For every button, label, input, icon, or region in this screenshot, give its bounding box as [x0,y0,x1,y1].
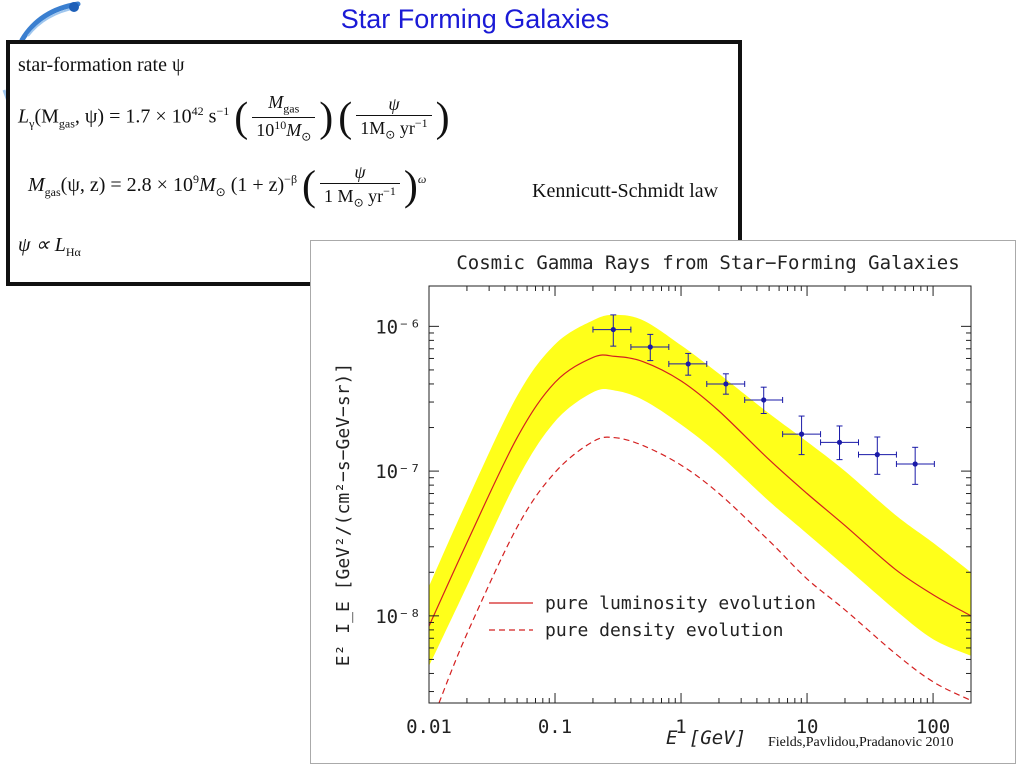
x-axis-label: E [GeV] [666,727,746,749]
sfr-label: star-formation rate ψ [18,54,185,76]
gas-rhs2: M [198,173,216,196]
frac3-den-exp: −1 [383,184,396,198]
gas-lhs: M [28,173,45,196]
data-point [630,333,670,362]
data-marker [761,397,767,403]
data-point [592,314,632,347]
data-point [820,425,859,461]
data-marker [723,381,729,387]
paren-close: ) [403,163,418,210]
paren-close: ) [435,95,450,142]
legend-entry: pure density evolution [489,620,783,641]
frac2-den-sub: ⊙ [385,127,396,142]
series-line-density [438,436,971,703]
paren-open: ( [234,95,249,142]
lum-args: (M [34,105,59,128]
x-tick-label: 1 [675,716,686,738]
y-tick-label: 10⁻⁸ [375,606,421,628]
legend-label: pure density evolution [545,620,783,641]
frac1-num-sub: gas [283,101,300,116]
y-axis-label: E² I_E [GeV²/(cm²−s−GeV−sr)] [333,363,354,666]
slide-title: Star Forming Galaxies [340,4,610,34]
prop-sub: Hα [65,245,81,259]
proportionality-equation: ψ ∝ LHα [18,232,81,260]
gamma-ray-chart: 0.01 0.1 1 10 100 10⁻⁸ 10⁻⁷ 10⁻⁶ Cosmic Gamma Ra… [333,252,972,749]
y-tick-label: 10⁻⁷ [375,461,421,483]
paren-open: ( [302,163,317,210]
x-tick-label: 100 [916,716,950,738]
data-marker [836,439,843,445]
data-point [782,415,822,456]
frac3-den: 1 M [324,186,354,206]
lum-args-end: , ψ) = 1.7 × 10 [74,105,192,128]
frac1-num: M [268,92,284,112]
gas-exp2: −β [284,172,298,187]
chart-panel: 0.01 0.1 1 10 100 10⁻⁸ 10⁻⁷ 10⁻⁶ Cosmic Gamma Ra… [310,240,1016,764]
frac2-num: ψ [388,93,400,114]
frac2-den-end: yr [395,117,415,138]
lum-unit-exp: −1 [216,104,230,119]
fraction-gas-mass: Mgas 1010M⊙ [252,92,316,144]
gas-lhs-sub: gas [44,184,61,199]
credit-text: Fields,Pavlidou,Pradanovic 2010 [768,735,954,750]
legend-entry: pure luminosity evolution [489,593,816,614]
data-marker [647,344,653,350]
x-tick-label: 0.01 [406,716,452,738]
lum-lhs: L [18,105,30,128]
frac3-den-end: yr [363,186,384,206]
prop-text: ψ ∝ L [18,234,66,256]
fraction-sfr: ψ 1M⊙ yr−1 [356,93,432,143]
legend-label: pure luminosity evolution [545,593,816,614]
frac1-den-exp: 10 [274,117,287,132]
lum-lhs-sub: γ [29,116,35,131]
y-tick-label: 10⁻⁶ [375,316,421,338]
paren-close: ) [319,95,334,142]
data-point [706,373,746,395]
plot-frame [428,285,972,704]
data-marker [912,461,918,467]
kennicutt-schmidt-label: Kennicutt-Schmidt law [532,180,719,202]
luminosity-equation: Lγ(Mgas, ψ) = 1.7 × 1042 s−1 (Mgas 1010M⊙… [18,92,450,144]
data-point [857,436,897,475]
gas-rhs2-sub: ⊙ [215,184,226,199]
gas-rhs: (ψ, z) = 2.8 × 10 [60,173,193,196]
data-point [668,352,708,376]
frac3-num: ψ [354,162,366,182]
gas-mass-equation: Mgas(ψ, z) = 2.8 × 109M⊙ (1 + z)−β (ψ 1 M… [28,162,426,211]
data-marker [685,361,691,367]
data-marker [874,452,880,458]
lum-exp: 42 [191,104,204,119]
x-tick-label: 10 [796,716,819,738]
frac1-den: 10 [256,119,275,140]
frac1-den-sub: ⊙ [301,129,312,144]
data-marker [610,326,616,333]
uncertainty-band [429,314,971,666]
data-point [895,446,935,485]
lum-args-sub: gas [58,116,75,131]
frac2-den-exp: −1 [414,115,428,130]
chart-title: Cosmic Gamma Rays from Star−Forming Gala… [456,252,959,274]
gas-exp: 9 [192,172,199,187]
x-tick-label: 0.1 [538,716,572,738]
paren-open: ( [338,95,353,142]
frac3-den-sub: ⊙ [353,195,364,210]
omega-exp: ω [417,172,427,187]
lum-unit: s [203,105,217,128]
gas-rhs3: (1 + z) [225,173,285,196]
frac2-den: 1M [360,117,386,138]
data-marker [798,431,805,437]
series-line-luminosity [429,354,971,627]
frac1-den-end: M [286,119,302,140]
data-point [744,386,784,414]
